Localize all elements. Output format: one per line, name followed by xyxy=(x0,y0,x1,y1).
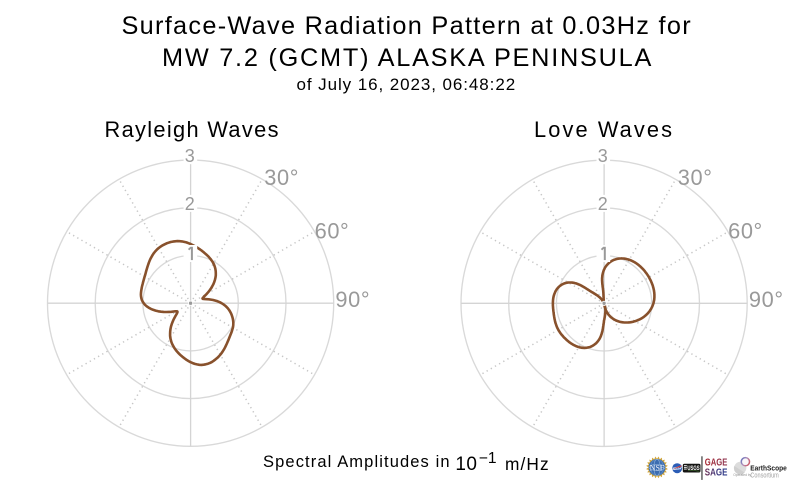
svg-text:NSF: NSF xyxy=(650,463,665,473)
svg-text:GAGE: GAGE xyxy=(705,457,728,468)
svg-text:90°: 90° xyxy=(749,287,784,312)
svg-text:60°: 60° xyxy=(728,218,763,243)
svg-text:2: 2 xyxy=(598,194,608,214)
svg-text:SAGE: SAGE xyxy=(705,468,728,479)
svg-text:Operated by: Operated by xyxy=(733,473,751,477)
svg-text:60°: 60° xyxy=(315,218,350,243)
svg-text:2: 2 xyxy=(185,194,195,214)
svg-text:NASA: NASA xyxy=(673,466,681,470)
svg-text:3: 3 xyxy=(598,146,608,166)
svg-text:3: 3 xyxy=(185,146,195,166)
svg-text:90°: 90° xyxy=(335,287,370,312)
svg-text:30°: 30° xyxy=(264,165,299,190)
svg-text:Consortium: Consortium xyxy=(750,470,778,479)
svg-text:30°: 30° xyxy=(678,165,713,190)
svg-text:USGS: USGS xyxy=(687,465,699,472)
svg-text:EarthScope: EarthScope xyxy=(750,463,787,472)
